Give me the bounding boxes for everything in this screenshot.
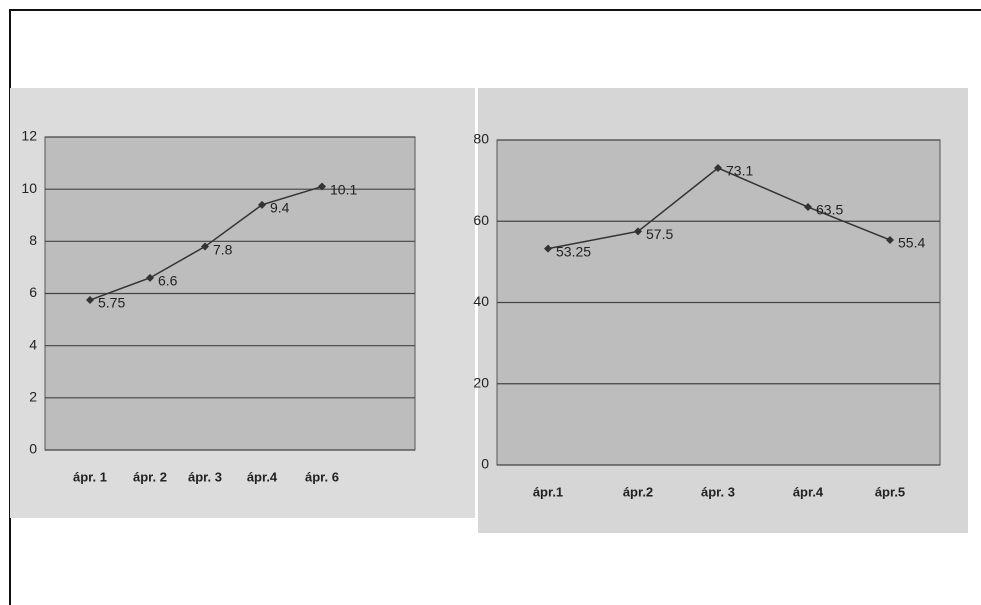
y-tick-label: 40 bbox=[473, 293, 489, 309]
point bbox=[544, 244, 552, 253]
point bbox=[804, 203, 812, 212]
x-tick-label: ápr.1 bbox=[533, 484, 563, 499]
data-label: 63.5 bbox=[816, 202, 843, 218]
y-tick-label: 12 bbox=[21, 128, 37, 144]
x-tick-label: ápr. 3 bbox=[188, 469, 222, 484]
data-label: 53.25 bbox=[556, 243, 591, 259]
point bbox=[634, 227, 642, 236]
data-label: 7.8 bbox=[213, 241, 233, 257]
y-tick-label: 80 bbox=[473, 131, 489, 147]
point bbox=[714, 164, 722, 173]
point bbox=[146, 273, 154, 282]
x-tick-label: ápr. 1 bbox=[73, 469, 107, 484]
y-tick-label: 0 bbox=[29, 441, 37, 457]
y-tick-label: 20 bbox=[473, 374, 489, 390]
point bbox=[318, 182, 326, 191]
point bbox=[86, 296, 94, 305]
point bbox=[201, 242, 209, 251]
x-tick-label: ápr.5 bbox=[875, 484, 905, 499]
y-tick-label: 60 bbox=[473, 212, 489, 228]
x-tick-label: ápr.2 bbox=[623, 484, 653, 499]
x-tick-label: ápr.4 bbox=[247, 469, 278, 484]
data-label: 10.1 bbox=[330, 181, 357, 197]
data-label: 5.75 bbox=[98, 295, 125, 311]
y-tick-label: 10 bbox=[21, 180, 37, 196]
data-label: 73.1 bbox=[726, 163, 753, 179]
y-tick-label: 0 bbox=[481, 456, 489, 472]
data-label: 6.6 bbox=[158, 273, 178, 289]
x-tick-label: ápr. 6 bbox=[305, 469, 339, 484]
x-tick-label: ápr. 2 bbox=[133, 469, 167, 484]
data-label: 55.4 bbox=[898, 235, 925, 251]
point bbox=[886, 235, 894, 244]
x-tick-label: ápr. 3 bbox=[701, 484, 735, 499]
y-tick-label: 4 bbox=[29, 336, 37, 352]
point bbox=[258, 200, 266, 209]
x-tick-label: ápr.4 bbox=[793, 484, 824, 499]
y-tick-label: 6 bbox=[29, 284, 37, 300]
data-label: 9.4 bbox=[270, 200, 290, 216]
data-label: 57.5 bbox=[646, 226, 673, 242]
y-tick-label: 2 bbox=[29, 389, 37, 405]
y-tick-label: 8 bbox=[29, 232, 37, 248]
